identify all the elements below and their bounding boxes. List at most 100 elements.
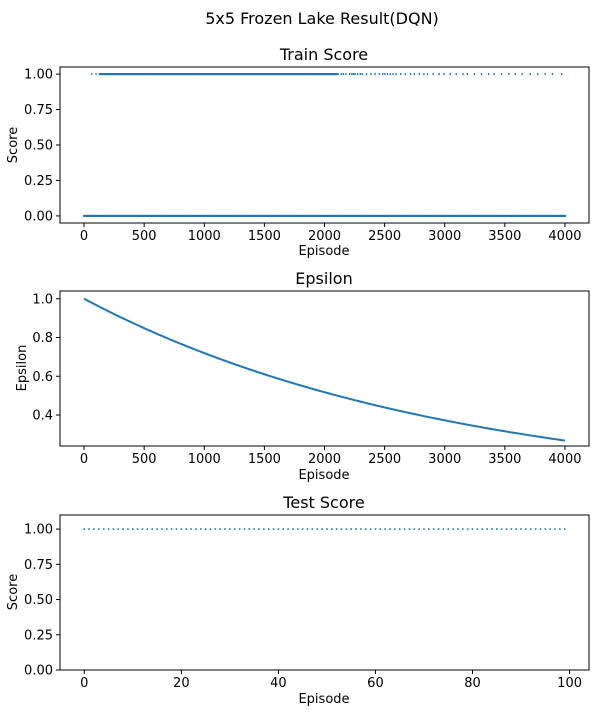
test-score-point [165, 528, 168, 530]
test-score-point [326, 528, 328, 530]
train-score-xticks: 0 500 1000 1500 2000 2500 3000 3500 4000 [80, 223, 582, 244]
epsilon-ytick-label: 0.6 [32, 370, 53, 385]
train-score-xtick-label: 2500 [368, 229, 401, 244]
train-score-point [386, 73, 389, 76]
train-score-ytick-label: 0.25 [24, 174, 53, 189]
test-score-point [267, 528, 270, 530]
test-score-point [282, 528, 285, 530]
test-score-point [515, 528, 518, 530]
test-score-point [141, 528, 144, 530]
test-score-point [486, 528, 488, 530]
test-score-point [209, 528, 212, 530]
train-score-point [480, 73, 483, 76]
test-score-point [330, 528, 333, 530]
test-score-xtick-label: 80 [464, 676, 481, 691]
test-score-point [481, 528, 484, 530]
test-score-point [462, 528, 464, 530]
train-score-xtick-label: 4000 [548, 229, 581, 244]
test-score-xtick-label: 0 [80, 676, 88, 691]
train-score-xtick-label: 2000 [308, 229, 341, 244]
test-score-point [102, 528, 105, 530]
epsilon-ytick-label: 0.8 [32, 331, 53, 346]
train-score-ylabel: Score [6, 127, 21, 163]
test-score-point [146, 528, 149, 530]
test-score-point [510, 528, 513, 530]
test-score-point [122, 528, 124, 530]
train-score-point [354, 73, 356, 76]
test-score-point [408, 528, 411, 530]
test-score-point [151, 528, 154, 530]
epsilon-ylabel: Epsilon [15, 345, 30, 392]
train-score-point [342, 73, 345, 76]
train-score-point [400, 73, 402, 76]
train-score-point [384, 73, 386, 76]
test-score-point [525, 528, 527, 530]
train-score-point [487, 73, 490, 76]
train-score-point [392, 73, 394, 76]
figure-title: 5x5 Frozen Lake Result(DQN) [205, 9, 439, 28]
train-score-point [345, 73, 347, 76]
test-score-point [452, 528, 454, 530]
train-score-point [389, 73, 391, 76]
test-score-point [369, 528, 372, 530]
test-score-point [185, 528, 187, 530]
train-score-point [529, 73, 531, 76]
test-score-point [534, 528, 537, 530]
test-score-point [117, 528, 120, 530]
train-score-point [365, 73, 368, 76]
test-score-point [311, 528, 314, 530]
test-score-point [204, 528, 207, 530]
epsilon-xtick-label: 2000 [308, 452, 341, 467]
test-score-point [442, 528, 445, 530]
test-score-ytick-label: 0.25 [24, 628, 53, 643]
test-score-point [83, 528, 86, 530]
train-score-yticks: 0.00 0.25 0.50 0.75 1.00 [24, 68, 60, 224]
test-score-point [180, 528, 183, 530]
train-score-point [544, 73, 546, 76]
test-score-point [258, 528, 260, 530]
train-score-ytick-label: 0.50 [24, 139, 53, 154]
train-score-point [349, 73, 351, 76]
train-score-point [413, 73, 415, 76]
train-score-point [95, 73, 97, 76]
test-score-frame [59, 514, 590, 671]
train-score-xtick-label: 3000 [428, 229, 461, 244]
train-score-point [551, 73, 554, 76]
test-score-point [112, 528, 115, 530]
test-score-point [107, 528, 110, 530]
train-score-point [426, 73, 429, 76]
train-score-point [462, 73, 464, 76]
test-score-point [272, 528, 275, 530]
epsilon-xtick-label: 4000 [548, 452, 581, 467]
test-score-point [297, 528, 299, 530]
test-score-point [190, 528, 192, 530]
test-score-point [292, 528, 294, 530]
epsilon-ytick-label: 0.4 [32, 409, 53, 424]
train-score-point [514, 73, 516, 76]
epsilon-yticks: 0.4 0.6 0.8 1.0 [32, 292, 60, 424]
train-score-point [521, 73, 523, 76]
test-score-point [253, 528, 255, 530]
epsilon-line [83, 297, 566, 442]
test-score-point [93, 528, 95, 530]
train-score-title: Train Score [279, 45, 368, 64]
train-score-point [395, 73, 397, 76]
test-score-point [471, 528, 474, 530]
test-score-point [156, 528, 158, 530]
train-score-point [473, 73, 476, 76]
test-score-point [364, 528, 367, 530]
train-score-point [466, 73, 468, 76]
test-score-point [374, 528, 377, 530]
train-score-point [351, 73, 353, 76]
test-score-point [495, 528, 498, 530]
train-score-point [418, 73, 421, 76]
test-score-point [491, 528, 493, 530]
test-score-point [88, 528, 90, 530]
test-score-ytick-label: 1.00 [24, 523, 53, 538]
test-score-xtick-label: 20 [173, 676, 190, 691]
test-score-point [345, 528, 348, 530]
test-score-point [413, 528, 416, 530]
test-score-point [131, 528, 134, 530]
train-score-point [455, 73, 457, 76]
